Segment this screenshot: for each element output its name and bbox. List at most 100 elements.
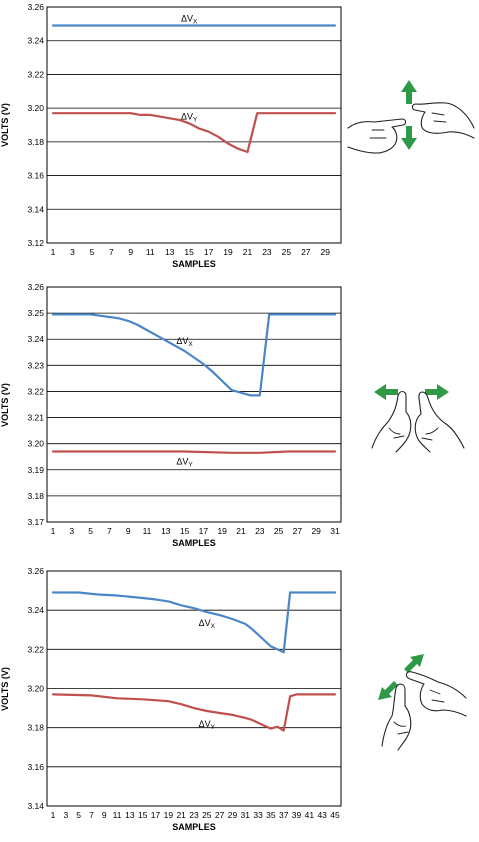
x-tick-label: 5: [90, 247, 95, 257]
x-tick-label: 27: [215, 810, 225, 820]
y-tick-label: 3.16: [27, 762, 44, 772]
chart-panel-3: 3.143.163.183.203.223.243.261 3 5 7 9 11 13 15 1…: [0, 566, 342, 832]
x-tick-label: 21: [176, 810, 186, 820]
y-axis-label: VOLTS (V): [0, 383, 10, 427]
x-tick-label: 13: [161, 526, 171, 536]
x-tick-label: 1: [51, 810, 56, 820]
x-tick-label: 25: [274, 526, 284, 536]
x-tick-label: 37: [279, 810, 289, 820]
series-label-x: ΔVX: [199, 618, 216, 630]
y-tick-label: 3.26: [27, 282, 44, 292]
series-label-y: ΔVY: [181, 111, 198, 123]
x-tick-label: 19: [223, 247, 233, 257]
y-tick-label: 3.19: [27, 465, 44, 475]
x-tick-label: 1: [51, 247, 56, 257]
x-tick-label: 41: [305, 810, 315, 820]
hand-left-icon: [381, 683, 412, 751]
x-tick-label: 35: [266, 810, 276, 820]
x-tick-label: 11: [113, 810, 122, 820]
chart-panel-2: 3.17 3.18 3.19 3.20 3.21 3.22 3.23 3.24 3.25 3.26…: [0, 282, 342, 548]
hand-right-icon: [411, 102, 475, 139]
x-tick-label: 9: [102, 810, 107, 820]
x-tick-label: 17: [199, 526, 209, 536]
x-axis-label: SAMPLES: [172, 822, 216, 832]
y-tick-label: 3.18: [27, 723, 44, 733]
y-tick-label: 3.18: [27, 137, 44, 147]
y-tick-label: 3.17: [27, 517, 44, 527]
x-tick-label: 29: [321, 247, 331, 257]
x-tick-label: 3: [69, 526, 74, 536]
hand-right-icon: [405, 671, 467, 717]
hand-right-icon: [414, 391, 465, 453]
y-tick-label: 3.14: [27, 204, 44, 214]
x-tick-label: 27: [301, 247, 311, 257]
x-tick-label: 15: [138, 810, 148, 820]
y-tick-label: 3.20: [27, 684, 44, 694]
series-line-x: [51, 313, 337, 397]
plot-frame: [46, 286, 342, 523]
x-tick-label: 33: [253, 810, 263, 820]
series-label-y: ΔVY: [199, 719, 216, 731]
hand-left-icon: [371, 390, 412, 453]
y-tick-label: 3.26: [27, 566, 44, 576]
y-tick-label: 3.12: [27, 238, 44, 248]
x-tick-label: 29: [311, 526, 321, 536]
diagonal-spread-gesture-icon: [378, 654, 467, 751]
x-tick-label: 15: [180, 526, 190, 536]
x-tick-label: 25: [282, 247, 292, 257]
x-tick-label: 43: [317, 810, 327, 820]
arrow-down-icon: [401, 126, 417, 150]
x-tick-label: 11: [143, 526, 152, 536]
y-tick-label: 3.23: [27, 360, 44, 370]
x-tick-label: 25: [202, 810, 212, 820]
x-tick-label: 7: [89, 810, 94, 820]
x-tick-label: 31: [241, 810, 251, 820]
x-tick-label: 3: [63, 810, 68, 820]
x-tick-label: 27: [293, 526, 303, 536]
arrow-diagonal-up-right-icon: [404, 654, 424, 673]
y-tick-label: 3.22: [27, 69, 44, 79]
vertical-swipe-gesture-icon: [347, 80, 475, 154]
x-tick-label: 31: [330, 526, 340, 536]
plot-frame: [46, 570, 342, 807]
arrow-up-icon: [401, 80, 417, 104]
y-tick-label: 3.24: [27, 36, 44, 46]
charts-layer: 3.123.143.163.183.203.223.243.261 3 5 7 9 11 1…: [0, 2, 342, 832]
plot-frame: [46, 6, 342, 244]
x-tick-label: 13: [125, 810, 135, 820]
y-tick-label: 3.18: [27, 491, 44, 501]
x-tick-label: 19: [164, 810, 174, 820]
y-tick-label: 3.20: [27, 103, 44, 113]
arrow-right-icon: [425, 384, 449, 400]
x-tick-label: 1: [51, 526, 56, 536]
x-tick-label: 3: [70, 247, 75, 257]
series-line-y: [51, 693, 337, 732]
y-tick-label: 3.14: [27, 801, 44, 811]
series-line-y: [51, 112, 337, 154]
x-tick-label: 23: [255, 526, 265, 536]
y-tick-label: 3.24: [27, 334, 44, 344]
series-label-x: ΔVX: [176, 336, 193, 348]
series-label-x: ΔVX: [181, 14, 198, 26]
arrow-diagonal-down-left-icon: [378, 681, 398, 700]
y-tick-label: 3.25: [27, 308, 44, 318]
hand-left-icon: [347, 118, 407, 154]
x-tick-label: 17: [204, 247, 214, 257]
x-tick-label: 29: [228, 810, 238, 820]
x-axis-label: SAMPLES: [172, 538, 216, 548]
x-tick-label: 21: [243, 247, 253, 257]
y-tick-label: 3.20: [27, 439, 44, 449]
x-axis-label: SAMPLES: [172, 259, 216, 269]
series-label-y: ΔVY: [176, 457, 193, 469]
x-tick-label: 23: [189, 810, 199, 820]
x-tick-label: 13: [165, 247, 175, 257]
y-tick-label: 3.24: [27, 605, 44, 615]
horizontal-spread-gesture-icon: [371, 384, 465, 453]
x-tick-label: 21: [236, 526, 246, 536]
x-tick-label: 23: [262, 247, 272, 257]
x-tick-label: 39: [292, 810, 302, 820]
y-tick-label: 3.22: [27, 386, 44, 396]
y-axis-label: VOLTS (V): [0, 667, 10, 711]
x-tick-label: 11: [146, 247, 155, 257]
y-tick-label: 3.21: [27, 413, 44, 423]
